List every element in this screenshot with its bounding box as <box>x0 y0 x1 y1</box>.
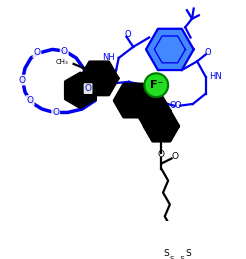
Text: O: O <box>19 76 26 85</box>
Text: CH₃: CH₃ <box>56 59 68 65</box>
Text: S: S <box>164 249 169 257</box>
Polygon shape <box>114 84 152 117</box>
Text: O: O <box>158 150 165 159</box>
Text: F⁻: F⁻ <box>150 80 163 90</box>
Text: O: O <box>52 108 59 117</box>
Polygon shape <box>144 111 178 141</box>
Polygon shape <box>146 29 194 70</box>
Text: O: O <box>174 101 181 110</box>
Text: NH: NH <box>97 65 113 74</box>
Polygon shape <box>80 62 118 95</box>
Polygon shape <box>165 230 191 255</box>
Polygon shape <box>144 111 178 141</box>
Text: H: H <box>141 98 147 107</box>
Text: NH: NH <box>103 53 115 62</box>
Text: HN: HN <box>209 72 222 81</box>
Circle shape <box>144 73 168 97</box>
Text: O: O <box>85 84 92 93</box>
Text: O: O <box>171 152 178 161</box>
Text: +: + <box>145 102 150 106</box>
Text: NH: NH <box>95 75 108 84</box>
Text: S: S <box>186 249 191 257</box>
Polygon shape <box>136 96 170 126</box>
Text: O: O <box>61 47 68 56</box>
Text: .: . <box>127 90 131 100</box>
Text: HN: HN <box>123 88 135 97</box>
Text: O: O <box>33 48 40 57</box>
Polygon shape <box>80 62 118 95</box>
Text: O: O <box>125 30 131 39</box>
Text: N: N <box>141 103 147 112</box>
Text: S—S: S—S <box>170 256 185 259</box>
Text: O: O <box>170 101 177 110</box>
Text: O: O <box>204 48 211 57</box>
Text: O: O <box>27 96 34 105</box>
Polygon shape <box>114 84 152 117</box>
Polygon shape <box>66 73 95 107</box>
